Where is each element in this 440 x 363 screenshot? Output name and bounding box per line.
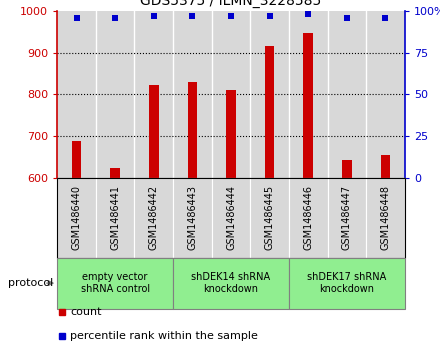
Bar: [149, 85, 158, 178]
Point: [150, 13, 157, 19]
Text: GSM1486440: GSM1486440: [72, 185, 81, 250]
Bar: [226, 90, 236, 178]
Text: count: count: [70, 307, 102, 317]
Point: [189, 13, 196, 19]
Bar: [110, 168, 120, 178]
Bar: [57, 258, 173, 309]
Point: [266, 13, 273, 19]
Bar: [250, 178, 289, 258]
Point: [305, 11, 312, 17]
Bar: [342, 160, 352, 178]
Text: GSM1486448: GSM1486448: [381, 185, 390, 250]
Point: [73, 15, 80, 20]
Point: [227, 13, 235, 19]
Text: shDEK17 shRNA
knockdown: shDEK17 shRNA knockdown: [307, 272, 386, 294]
Text: percentile rank within the sample: percentile rank within the sample: [70, 331, 258, 341]
Bar: [366, 11, 405, 178]
Bar: [366, 178, 405, 258]
Bar: [173, 11, 212, 178]
Bar: [72, 141, 81, 178]
Text: GSM1486443: GSM1486443: [187, 185, 198, 250]
Bar: [289, 11, 327, 178]
Bar: [57, 178, 96, 258]
Bar: [381, 155, 390, 178]
Bar: [327, 11, 366, 178]
Text: shDEK14 shRNA
knockdown: shDEK14 shRNA knockdown: [191, 272, 271, 294]
Point: [382, 15, 389, 20]
Bar: [135, 178, 173, 258]
Bar: [289, 258, 405, 309]
Point: [343, 15, 350, 20]
Bar: [135, 11, 173, 178]
Bar: [187, 82, 197, 178]
Text: empty vector
shRNA control: empty vector shRNA control: [81, 272, 150, 294]
Bar: [212, 11, 250, 178]
Point: [112, 15, 119, 20]
Bar: [173, 258, 289, 309]
Bar: [265, 46, 275, 178]
Bar: [173, 178, 212, 258]
Bar: [96, 178, 135, 258]
Bar: [57, 11, 96, 178]
Text: GSM1486444: GSM1486444: [226, 185, 236, 250]
Text: GSM1486447: GSM1486447: [342, 185, 352, 250]
Bar: [289, 178, 327, 258]
Bar: [304, 33, 313, 178]
Bar: [327, 178, 366, 258]
Bar: [96, 11, 135, 178]
Bar: [212, 178, 250, 258]
Title: GDS5375 / ILMN_3228585: GDS5375 / ILMN_3228585: [140, 0, 322, 8]
Bar: [250, 11, 289, 178]
Text: GSM1486445: GSM1486445: [264, 185, 275, 250]
Text: GSM1486441: GSM1486441: [110, 185, 120, 250]
Text: protocol: protocol: [7, 278, 53, 288]
Text: GSM1486442: GSM1486442: [149, 185, 159, 250]
Text: GSM1486446: GSM1486446: [303, 185, 313, 250]
